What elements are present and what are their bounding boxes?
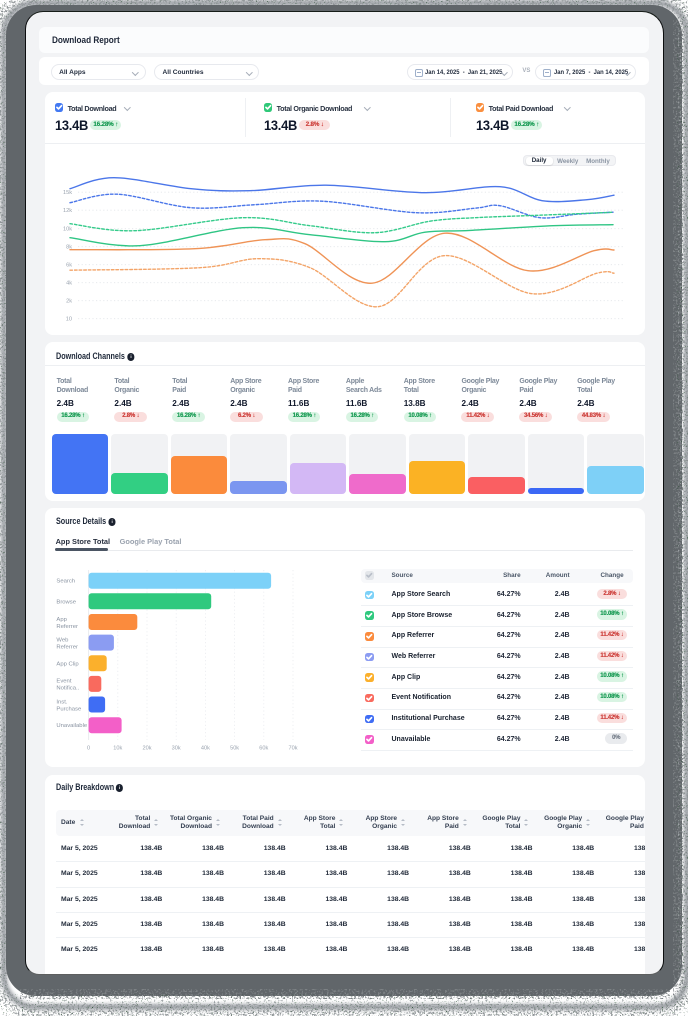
svg-text:Browse: Browse: [56, 599, 76, 605]
svg-text:Unavailable: Unavailable: [56, 723, 88, 729]
svg-text:Purchase: Purchase: [56, 706, 82, 712]
svg-text:Inst.: Inst.: [56, 699, 67, 705]
svg-text:Notifica..: Notifica..: [56, 686, 79, 692]
svg-text:10k: 10k: [63, 227, 72, 233]
svg-text:15k: 15k: [63, 190, 72, 196]
svg-text:6k: 6k: [66, 263, 72, 269]
svg-text:12k: 12k: [63, 208, 72, 214]
svg-text:Search: Search: [56, 579, 75, 585]
svg-text:40k: 40k: [200, 746, 209, 752]
svg-text:Referrer: Referrer: [56, 624, 78, 630]
svg-text:App: App: [56, 617, 67, 623]
svg-text:App Clip: App Clip: [56, 661, 79, 667]
svg-text:0: 0: [87, 746, 90, 752]
svg-text:10: 10: [65, 317, 71, 323]
svg-text:20k: 20k: [142, 746, 151, 752]
svg-text:Event: Event: [56, 679, 71, 685]
svg-text:50k: 50k: [230, 746, 239, 752]
svg-text:30k: 30k: [171, 746, 180, 752]
svg-text:Web: Web: [56, 637, 69, 643]
svg-text:8k: 8k: [66, 245, 72, 251]
svg-text:70k: 70k: [288, 746, 297, 752]
svg-text:4k: 4k: [66, 281, 72, 287]
svg-text:Referrer: Referrer: [56, 644, 78, 650]
svg-text:60k: 60k: [259, 746, 268, 752]
svg-text:2k: 2k: [66, 299, 72, 305]
svg-text:10k: 10k: [113, 746, 122, 752]
